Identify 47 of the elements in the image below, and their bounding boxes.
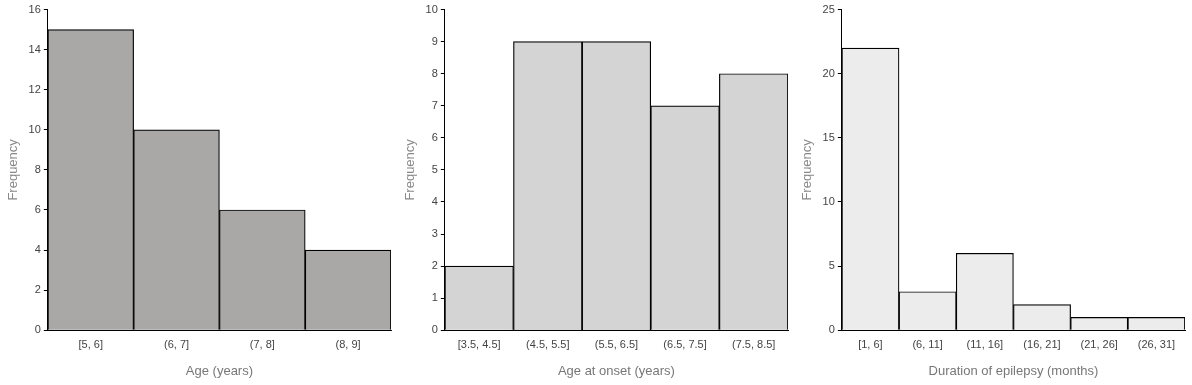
- x-tick-label: (6, 11]: [912, 337, 943, 350]
- y-tick-label: 10: [28, 122, 41, 135]
- x-axis-title: Age at onset (years): [557, 362, 675, 378]
- y-axis-title: Frequency: [402, 138, 418, 201]
- y-tick-label: 5: [828, 259, 835, 272]
- x-tick-label: [1, 6]: [858, 337, 883, 350]
- x-axis-title: Age (years): [185, 362, 254, 378]
- x-tick-label: (5.5, 6.5]: [594, 337, 639, 350]
- x-tick-label: [3.5, 4.5]: [457, 337, 501, 350]
- y-tick-label: 6: [34, 203, 41, 216]
- y-axis-title: Frequency: [5, 138, 21, 201]
- x-tick-label: (8, 9]: [335, 337, 361, 350]
- y-tick-label: 7: [431, 98, 438, 111]
- y-tick-label: 20: [822, 66, 835, 79]
- y-tick-label: 16: [28, 2, 41, 15]
- y-tick-label: 1: [431, 291, 438, 304]
- x-tick-label: (21, 26]: [1080, 337, 1118, 350]
- x-axis-title: Duration of epilepsy (months): [928, 362, 1099, 378]
- y-tick-label: 0: [34, 323, 41, 336]
- y-tick-label: 4: [34, 243, 41, 256]
- y-tick-label: 4: [431, 194, 438, 207]
- y-tick-label: 10: [425, 2, 438, 15]
- x-tick-label: (26, 31]: [1137, 337, 1176, 350]
- x-tick-label: (6, 7]: [163, 337, 190, 350]
- y-tick-label: 10: [822, 194, 835, 207]
- y-tick-label: 8: [34, 162, 41, 175]
- y-tick-label: 6: [431, 130, 438, 143]
- y-tick-label: 2: [431, 259, 438, 272]
- x-tick-label: (7, 8]: [249, 337, 275, 350]
- y-tick-label: 0: [828, 323, 835, 336]
- x-tick-label: (16, 21]: [1023, 337, 1061, 350]
- y-tick-label: 14: [28, 42, 41, 55]
- x-tick-label: (11, 16]: [966, 337, 1004, 350]
- y-tick-label: 15: [822, 130, 835, 143]
- y-tick-label: 9: [431, 34, 438, 47]
- y-tick-label: 2: [34, 283, 41, 296]
- y-tick-label: 3: [431, 227, 438, 240]
- x-tick-label: (7.5, 8.5]: [731, 337, 776, 350]
- y-tick-label: 25: [822, 2, 835, 15]
- y-axis-title: Frequency: [799, 138, 815, 201]
- y-tick-label: 5: [431, 162, 438, 175]
- y-tick-label: 0: [431, 323, 438, 336]
- x-tick-label: (6.5, 7.5]: [663, 337, 707, 350]
- y-tick-label: 12: [28, 82, 41, 95]
- x-tick-label: [5, 6]: [78, 337, 103, 350]
- y-tick-label: 8: [431, 66, 438, 79]
- x-tick-label: (4.5, 5.5]: [526, 337, 570, 350]
